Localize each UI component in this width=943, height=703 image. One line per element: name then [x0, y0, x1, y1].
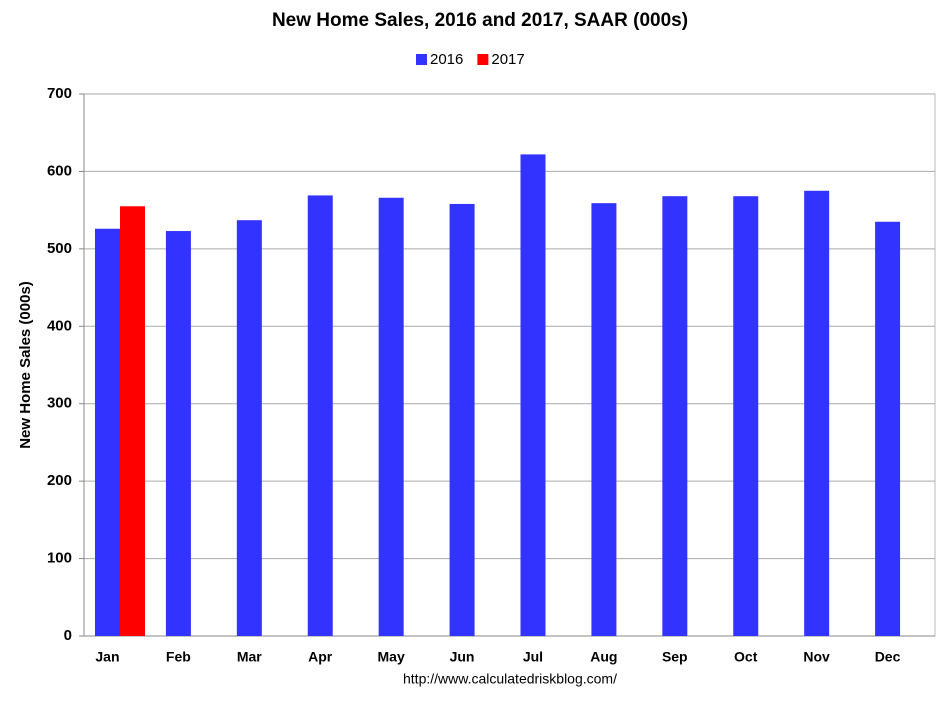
bar — [449, 203, 475, 636]
y-tick-label: 500 — [47, 240, 72, 257]
x-tick-label: Oct — [734, 649, 758, 665]
bar — [662, 196, 688, 636]
y-tick-label: 700 — [47, 85, 72, 102]
bar — [120, 206, 145, 636]
legend: 2016 2017 — [416, 51, 525, 68]
bar — [733, 196, 759, 636]
plot-area — [83, 93, 936, 637]
bar — [804, 190, 830, 637]
bar — [307, 195, 333, 636]
bar — [165, 231, 191, 636]
bar — [236, 220, 262, 637]
legend-label: 2016 — [430, 51, 463, 68]
x-tick-label: Dec — [875, 649, 901, 665]
y-tick-label: 400 — [47, 317, 72, 334]
x-tick-label: Jun — [450, 649, 475, 665]
y-axis-label: New Home Sales (000s) — [17, 281, 34, 449]
x-tick-label: Sep — [662, 649, 688, 665]
bar — [95, 228, 120, 636]
x-tick-label: Nov — [803, 649, 830, 665]
x-tick-label: Jul — [523, 649, 543, 665]
x-tick-label: Mar — [237, 649, 262, 665]
source: http://www.calculatedriskblog.com/ — [403, 671, 617, 687]
x-tick-label: Aug — [590, 649, 617, 665]
bar — [875, 221, 901, 636]
legend-swatch — [477, 54, 489, 65]
y-tick-label: 100 — [47, 550, 72, 567]
bar — [591, 203, 617, 636]
y-tick-label: 0 — [64, 627, 72, 644]
bar — [520, 154, 546, 636]
x-tick-label: May — [378, 649, 405, 665]
x-tick-label: Jan — [95, 649, 119, 665]
bar — [378, 197, 404, 637]
chart-title: New Home Sales, 2016 and 2017, SAAR (000… — [272, 10, 688, 31]
legend-swatch — [416, 54, 427, 65]
y-tick-label: 300 — [47, 395, 72, 412]
x-tick-label: Feb — [166, 649, 191, 665]
y-tick-label: 600 — [47, 162, 72, 179]
y-tick-label: 200 — [47, 472, 72, 489]
x-tick-label: Apr — [308, 649, 333, 665]
legend-label: 2017 — [491, 51, 524, 68]
